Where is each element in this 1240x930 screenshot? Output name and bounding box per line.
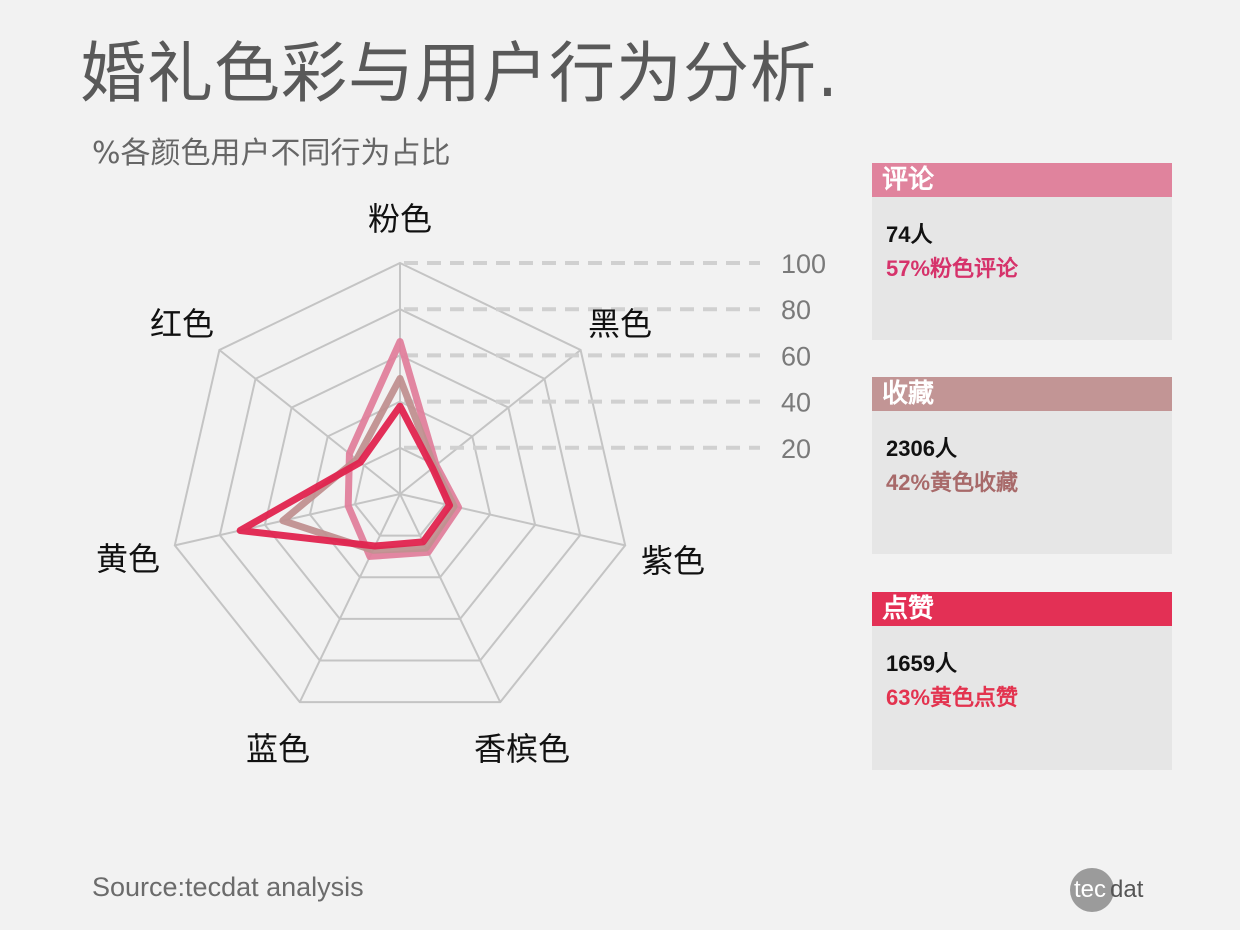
- tick-label: 80: [781, 295, 811, 325]
- tick-label: 20: [781, 434, 811, 464]
- like-count: 1659人: [886, 651, 957, 676]
- series-点赞: [236, 402, 454, 550]
- page-title: 婚礼色彩与用户行为分析.: [80, 35, 839, 112]
- tick-label: 40: [781, 388, 811, 418]
- comment-detail: 57%粉色评论: [886, 256, 1019, 281]
- comment-card-header: 评论: [872, 163, 1172, 197]
- logo-text-right: dat: [1110, 876, 1144, 903]
- grid-spoke: [399, 493, 502, 703]
- favorite-card-header: 收藏: [872, 377, 1172, 411]
- scale-ticks: 20 40 60 80 100: [404, 249, 826, 464]
- favorite-count: 2306人: [886, 436, 957, 461]
- tecdat-logo: tec dat: [1068, 866, 1158, 916]
- like-card-header: 点赞: [872, 592, 1172, 626]
- logo-text-left: tec: [1074, 876, 1107, 903]
- radar-series: [236, 338, 463, 560]
- comment-card: 评论 74人 57%粉色评论: [872, 163, 1172, 340]
- axis-label: 黑色: [588, 305, 652, 343]
- like-detail: 63%黄色点赞: [886, 685, 1019, 710]
- grid-ring: [218, 308, 582, 662]
- logo-circle-icon: [1070, 868, 1114, 912]
- grid-ring: [173, 261, 627, 704]
- axis-label: 紫色: [641, 542, 705, 580]
- axis-label: 黄色: [96, 540, 160, 578]
- favorite-card: 收藏 2306人 42%黄色收藏: [872, 377, 1172, 554]
- radar-grid: [173, 261, 627, 704]
- axis-label: 香槟色: [474, 730, 570, 768]
- source-note: Source:tecdat analysis: [92, 872, 364, 902]
- like-card: 点赞 1659人 63%黄色点赞: [872, 592, 1172, 770]
- grid-spoke: [218, 349, 401, 495]
- grid-spoke: [399, 493, 626, 547]
- grid-spoke: [298, 493, 401, 703]
- axis-label: 蓝色: [246, 730, 310, 768]
- axis-label: 红色: [150, 305, 214, 343]
- comment-count: 74人: [886, 222, 933, 247]
- chart-subtitle: %各颜色用户不同行为占比: [92, 136, 451, 171]
- tick-label: 60: [781, 341, 811, 371]
- favorite-detail: 42%黄色收藏: [886, 470, 1019, 495]
- grid-ring: [263, 354, 537, 620]
- tick-label: 100: [781, 249, 826, 279]
- axis-label: 粉色: [368, 200, 432, 238]
